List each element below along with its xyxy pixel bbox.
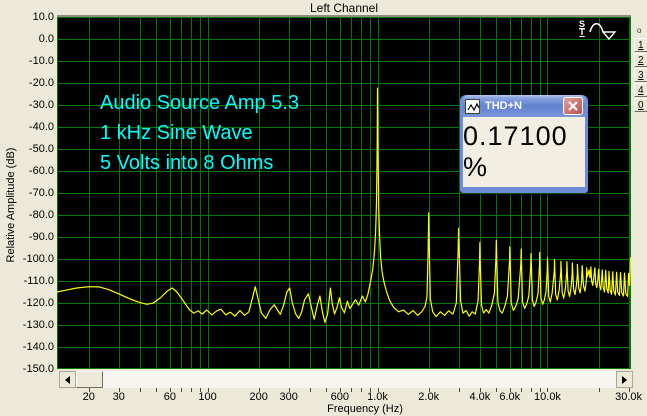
y-tick-label: -70.0	[28, 187, 54, 199]
x-tick-label: 60	[163, 391, 176, 403]
x-tick-mark	[370, 388, 371, 392]
x-tick-mark	[191, 388, 192, 392]
x-tick-mark	[378, 388, 379, 392]
thd-window-title: THD+N	[485, 100, 522, 112]
y-tick-label: -90.0	[28, 231, 54, 243]
x-tick-mark	[340, 388, 341, 392]
thd-value: 0.17100 %	[463, 121, 568, 182]
y-tick-label: 10.0	[32, 11, 54, 23]
x-axis-label: Frequency (Hz)	[327, 403, 403, 415]
x-tick-label: 600	[330, 391, 350, 403]
x-tick-label: 1.0k	[367, 391, 388, 403]
x-tick-label: 300	[279, 391, 298, 403]
x-tick-label: 20	[82, 391, 95, 403]
side-button-0[interactable]: 0	[634, 98, 647, 112]
x-tick-mark	[119, 388, 120, 392]
y-tick-label: -140.0	[22, 341, 54, 353]
annotation-line-2: 1 kHz Sine Wave	[100, 122, 253, 144]
x-tick-mark	[459, 388, 460, 392]
side-button-3[interactable]: 3	[634, 68, 647, 82]
close-button[interactable]	[563, 97, 583, 115]
annotation-text: Audio Source Amp 5.3 1 kHz Sine Wave 5 V…	[100, 88, 299, 178]
y-tick-label: -150.0	[22, 363, 54, 375]
x-tick-mark	[140, 388, 141, 392]
spectrum-chart	[57, 17, 631, 369]
annotation-line-3: 5 Volts into 8 Ohms	[100, 152, 274, 174]
x-tick-mark	[599, 388, 600, 392]
y-tick-label: -40.0	[28, 121, 54, 133]
x-tick-mark	[361, 388, 362, 392]
x-tick-mark	[170, 388, 171, 392]
y-tick-label: -110.0	[23, 275, 54, 287]
x-tick-mark	[480, 388, 481, 392]
waveform-zigzag-icon	[465, 98, 480, 114]
x-tick-mark	[429, 388, 430, 392]
plot-border	[57, 17, 631, 369]
side-button-4[interactable]: 4	[634, 83, 647, 97]
scrollbar-track[interactable]	[103, 371, 616, 388]
generator-logo-top: S	[578, 19, 585, 29]
annotation-line-1: Audio Source Amp 5.3	[100, 92, 300, 114]
x-tick-mark	[208, 388, 209, 392]
y-tick-label: -120.0	[22, 297, 54, 309]
x-tick-label: 30.0k	[615, 391, 643, 403]
y-tick-label: -30.0	[28, 99, 54, 111]
y-tick-label: -60.0	[28, 165, 54, 177]
scroll-left-button[interactable]	[59, 371, 76, 388]
y-tick-label: -50.0	[28, 143, 54, 155]
x-tick-label: 4.0k	[469, 391, 491, 403]
x-tick-mark	[531, 388, 532, 392]
x-tick-mark	[181, 388, 182, 392]
scroll-right-button[interactable]	[616, 371, 633, 388]
x-tick-label: 100	[198, 391, 217, 403]
x-tick-mark	[89, 388, 90, 392]
x-tick-mark	[289, 388, 290, 392]
x-tick-mark	[496, 388, 497, 392]
side-button-1[interactable]: 1	[634, 38, 647, 52]
x-tick-mark	[540, 388, 541, 392]
x-tick-mark	[326, 388, 327, 392]
x-tick-mark	[629, 388, 630, 392]
thd-n-window: THD+N 0.17100 %	[460, 95, 588, 193]
spectrum-trace	[57, 87, 631, 323]
y-tick-label: -80.0	[28, 209, 54, 221]
close-x-icon	[568, 101, 578, 111]
side-panel-clipped-label: o	[637, 26, 642, 35]
side-button-2[interactable]: 2	[634, 53, 647, 67]
generator-logo-bottom: T	[579, 27, 585, 37]
x-tick-label: 200	[249, 391, 268, 403]
x-tick-label: 30	[112, 391, 125, 403]
x-tick-label: 2.0k	[418, 391, 440, 403]
x-tick-mark	[547, 388, 548, 392]
x-tick-mark	[351, 388, 352, 392]
y-tick-label: -10.0	[28, 55, 54, 67]
y-tick-label: -100.0	[22, 253, 54, 265]
horizontal-scrollbar[interactable]	[59, 371, 633, 388]
x-tick-label: 10.0k	[534, 391, 561, 403]
x-tick-mark	[156, 388, 157, 392]
x-tick-mark	[310, 388, 311, 392]
right-arrow-icon	[622, 375, 631, 384]
sine-wave-icon	[589, 22, 617, 41]
x-tick-mark	[259, 388, 260, 392]
scrollbar-thumb[interactable]	[76, 371, 103, 388]
left-arrow-icon	[61, 375, 70, 384]
thd-window-body: 0.17100 %	[463, 117, 585, 187]
generator-logo: S T	[577, 19, 587, 37]
thd-titlebar[interactable]: THD+N	[463, 95, 585, 117]
y-tick-label: -20.0	[28, 77, 54, 89]
y-tick-label: -130.0	[22, 319, 54, 331]
chart-title: Left Channel	[309, 1, 379, 15]
x-tick-mark	[521, 388, 522, 392]
x-tick-mark	[510, 388, 511, 392]
y-tick-label: 0.0	[38, 33, 54, 45]
x-tick-label: 6.0k	[499, 391, 521, 403]
x-tick-mark	[200, 388, 201, 392]
